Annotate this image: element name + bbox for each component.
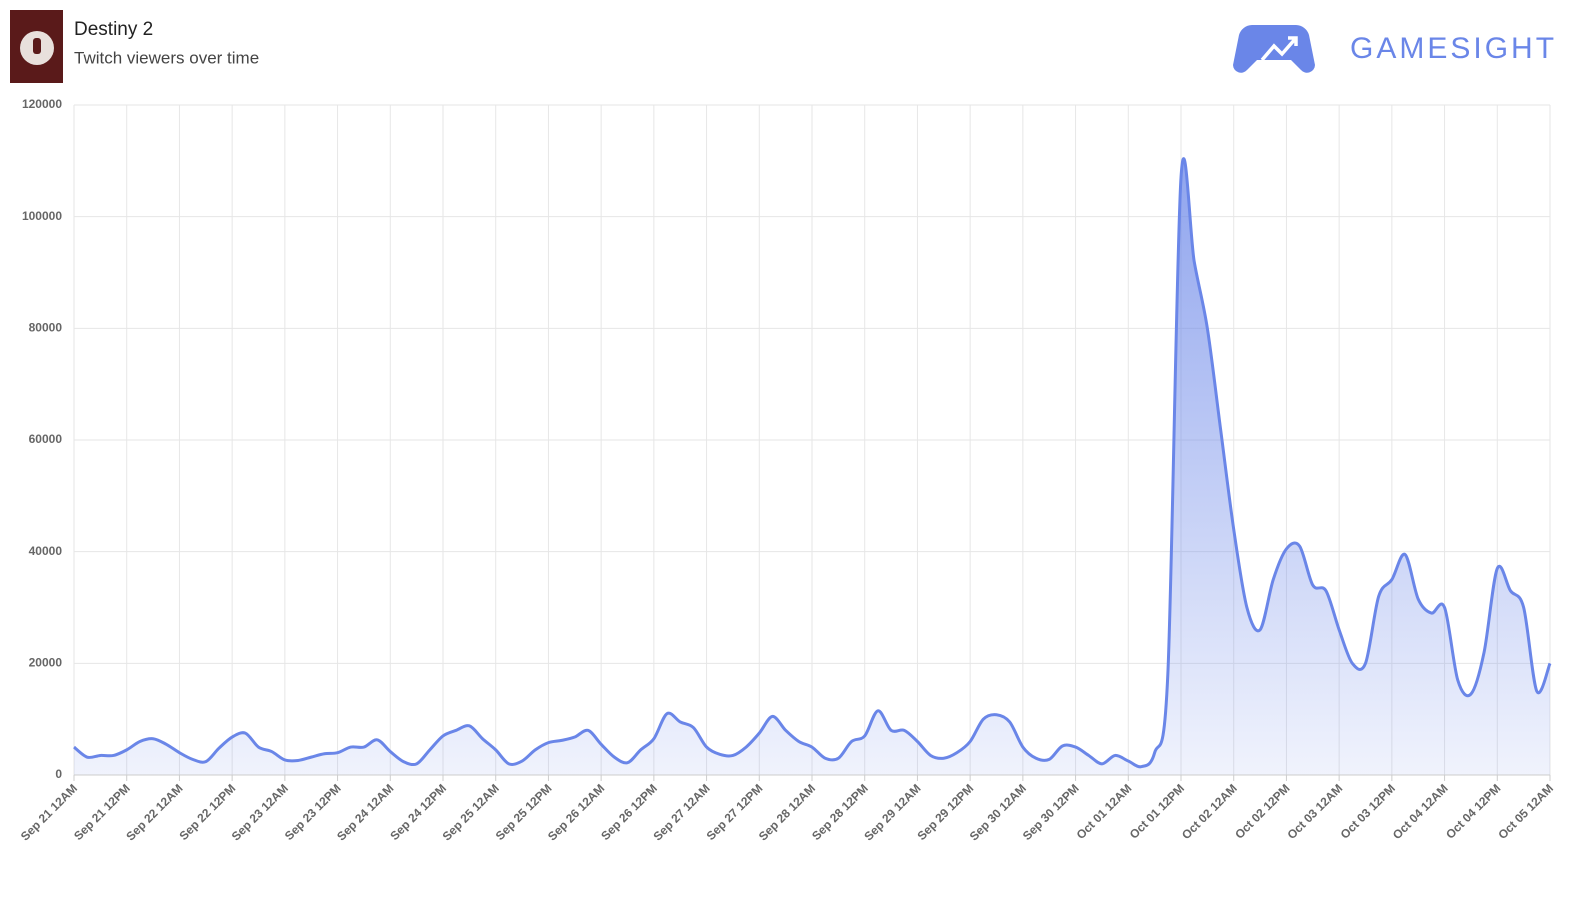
y-tick-label: 0 xyxy=(55,767,62,781)
game-icon xyxy=(10,10,63,83)
y-tick-label: 120000 xyxy=(22,97,62,111)
x-tick-label: Oct 05 12AM xyxy=(1495,781,1556,842)
x-tick-label: Oct 01 12AM xyxy=(1074,781,1135,842)
area-fill xyxy=(74,158,1550,775)
brand-logo xyxy=(1233,25,1315,73)
y-tick-label: 60000 xyxy=(29,432,63,446)
y-tick-label: 40000 xyxy=(29,544,63,558)
game-title: Destiny 2 xyxy=(74,19,153,40)
x-tick-label: Oct 04 12AM xyxy=(1390,781,1451,842)
y-tick-label: 20000 xyxy=(29,656,63,670)
y-tick-label: 80000 xyxy=(29,321,63,335)
brand-name: GAMESIGHT xyxy=(1350,32,1557,65)
y-tick-label: 100000 xyxy=(22,209,62,223)
chart-subtitle: Twitch viewers over time xyxy=(74,48,259,67)
line xyxy=(73,157,1552,769)
x-tick-label: Sep 30 12PM xyxy=(1020,781,1082,843)
x-tick-label: Oct 02 12AM xyxy=(1179,781,1240,842)
x-tick-label: Oct 03 12AM xyxy=(1284,781,1345,842)
